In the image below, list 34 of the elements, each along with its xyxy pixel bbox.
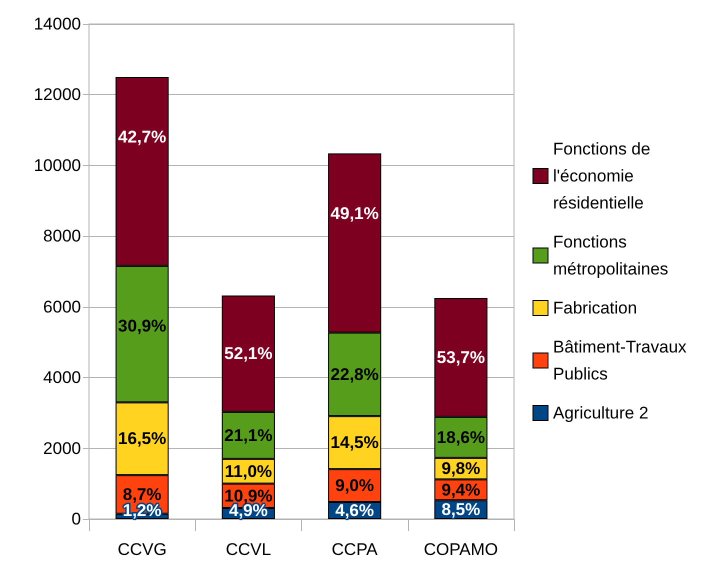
annotation: 22,8%: [330, 364, 379, 384]
y-tick-label: 4000: [43, 368, 81, 388]
x-tick-label: CCVG: [118, 540, 167, 559]
annotation: 14,5%: [330, 433, 379, 452]
y-tick-label: 10000: [34, 156, 81, 175]
annotation: 9,8%: [442, 459, 480, 478]
annotation: 16,5%: [118, 429, 166, 448]
legend-label: Fonctions de l'économie résidentielle: [553, 140, 656, 212]
x-tick-label: CCPA: [332, 540, 378, 559]
y-tick-label: 12000: [34, 85, 81, 104]
x-tick-label: COPAMO: [424, 540, 498, 559]
annotation: 18,6%: [436, 428, 485, 447]
annotation: 9,4%: [442, 480, 480, 500]
x-tick-label: CCVL: [226, 540, 272, 559]
y-tick-label: 14000: [34, 14, 81, 34]
annotation: 9,0%: [335, 476, 374, 496]
annotation: 53,7%: [436, 348, 485, 367]
annotation: 4,6%: [335, 501, 374, 520]
legend-label: Agriculture 2: [553, 404, 648, 422]
annotation: 52,1%: [224, 344, 272, 364]
annotation: 42,7%: [118, 128, 166, 147]
annotation: 8,5%: [442, 500, 480, 520]
legend-label: Fabrication: [553, 298, 638, 318]
annotation: 11,0%: [224, 462, 272, 481]
y-tick-label: 8000: [43, 226, 81, 246]
annotation: 30,9%: [118, 316, 166, 336]
y-tick-label: 6000: [43, 297, 81, 316]
y-tick-label: 2000: [43, 438, 81, 458]
annotation: 21,1%: [224, 426, 272, 445]
legend-label: Bâtiment-Travaux Publics: [553, 338, 692, 384]
annotation: 8,7%: [122, 484, 162, 504]
annotation: 49,1%: [330, 204, 379, 224]
legend-label: Fonctions métropolitaines: [553, 232, 668, 278]
y-tick-label: 0: [72, 510, 81, 528]
